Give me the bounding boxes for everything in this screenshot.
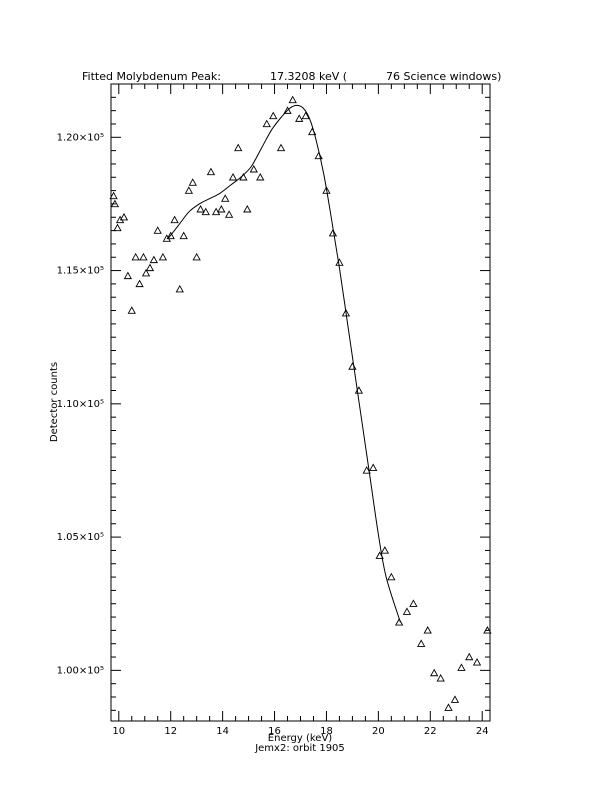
chart-title-windows: 76 Science windows) bbox=[386, 70, 501, 83]
x-axis: 10 12 14 16 18 20 22 24 bbox=[112, 84, 489, 737]
data-point bbox=[166, 231, 175, 240]
data-point bbox=[135, 279, 144, 288]
chart-title-left: Fitted Molybdenum Peak: bbox=[82, 70, 221, 83]
data-point bbox=[269, 111, 278, 120]
data-point bbox=[409, 599, 418, 607]
data-point bbox=[423, 626, 432, 634]
x-tick-label: 22 bbox=[424, 726, 437, 737]
data-point bbox=[362, 466, 371, 474]
y-tick-label: 1.15×10⁵ bbox=[57, 266, 104, 277]
x-tick-label: 20 bbox=[372, 726, 385, 737]
data-point bbox=[375, 551, 384, 559]
data-point bbox=[109, 191, 118, 200]
data-point bbox=[123, 271, 133, 280]
data-point bbox=[206, 167, 216, 176]
data-point bbox=[450, 695, 460, 703]
data-point bbox=[262, 119, 271, 128]
data-point bbox=[308, 127, 317, 136]
y-tick-label: 1.05×10⁵ bbox=[57, 532, 104, 543]
chart-caption: Jemx2: orbit 1905 bbox=[254, 743, 345, 754]
data-point bbox=[328, 228, 338, 237]
data-point bbox=[239, 172, 248, 181]
data-point bbox=[228, 172, 238, 181]
y-tick-label: 1.10×10⁵ bbox=[57, 399, 104, 410]
data-point bbox=[348, 362, 357, 370]
data-point bbox=[145, 263, 155, 272]
data-point bbox=[158, 252, 168, 261]
x-tick-label: 10 bbox=[112, 726, 125, 737]
data-point bbox=[201, 207, 210, 216]
data-point bbox=[184, 186, 194, 194]
data-point bbox=[175, 284, 184, 293]
fit-curve bbox=[167, 104, 401, 623]
data-point bbox=[457, 663, 466, 671]
data-point bbox=[141, 268, 151, 277]
x-axis-label: Energy (keV) bbox=[268, 733, 333, 744]
data-point bbox=[217, 204, 226, 213]
data-point bbox=[131, 252, 140, 261]
data-point bbox=[196, 204, 205, 213]
x-tick-label: 14 bbox=[216, 726, 229, 737]
data-points bbox=[109, 95, 492, 711]
data-point bbox=[179, 231, 188, 240]
data-point bbox=[354, 386, 364, 394]
chart-title-energy: 17.3208 keV ( bbox=[270, 70, 347, 83]
data-point bbox=[387, 572, 396, 581]
data-point bbox=[113, 223, 122, 232]
data-point bbox=[483, 626, 492, 634]
data-point bbox=[295, 114, 304, 122]
fit-curve-line bbox=[167, 104, 401, 623]
data-point bbox=[224, 210, 234, 218]
data-point bbox=[436, 674, 445, 682]
x-tick-label: 12 bbox=[164, 726, 177, 737]
data-point bbox=[444, 703, 453, 711]
y-tick-label: 1.20×10⁵ bbox=[57, 132, 104, 143]
data-point bbox=[472, 658, 482, 666]
y-axis-label: Detector counts bbox=[49, 362, 60, 442]
x-tick-label: 16 bbox=[268, 726, 281, 737]
x-tick-label: 24 bbox=[476, 726, 489, 737]
data-point bbox=[430, 668, 439, 677]
data-point bbox=[256, 172, 265, 181]
data-point bbox=[314, 151, 323, 160]
data-point bbox=[301, 111, 310, 120]
data-point bbox=[153, 226, 162, 234]
x-tick-label: 18 bbox=[320, 726, 333, 737]
data-point bbox=[283, 106, 292, 114]
data-point bbox=[417, 639, 426, 647]
data-point bbox=[192, 252, 201, 261]
data-point bbox=[119, 212, 129, 221]
data-point bbox=[369, 463, 378, 471]
data-point bbox=[341, 308, 351, 317]
data-point bbox=[276, 143, 286, 152]
data-point bbox=[335, 258, 344, 266]
data-point bbox=[243, 204, 252, 213]
data-point bbox=[394, 618, 404, 626]
data-point bbox=[110, 199, 120, 208]
data-point bbox=[234, 143, 243, 152]
data-point bbox=[322, 186, 331, 194]
data-point bbox=[221, 194, 230, 202]
data-point bbox=[288, 95, 297, 104]
data-point bbox=[465, 652, 474, 661]
data-point bbox=[127, 306, 136, 314]
data-point bbox=[170, 215, 179, 224]
data-point bbox=[188, 178, 197, 186]
data-point bbox=[380, 546, 390, 554]
data-point bbox=[402, 607, 412, 615]
data-point bbox=[149, 255, 158, 264]
y-tick-label: 1.00×10⁵ bbox=[57, 665, 104, 676]
data-point bbox=[249, 164, 258, 173]
data-point bbox=[139, 252, 148, 261]
